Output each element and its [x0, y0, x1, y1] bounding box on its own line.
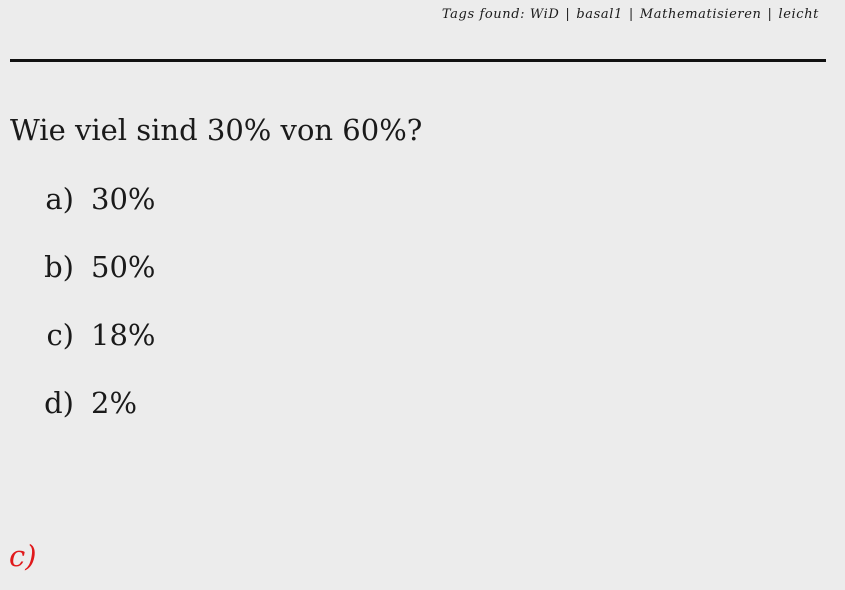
tag-leicht: leicht [778, 7, 819, 22]
answer-options-list: a) 30% b) 50% c) 18% d) 2% [0, 181, 300, 453]
option-value: 18% [91, 318, 156, 352]
tag-separator: | [565, 7, 571, 22]
header-divider [10, 59, 826, 62]
option-letter: a) [45, 182, 74, 216]
tag-separator: | [767, 7, 773, 22]
option-value: 2% [91, 386, 138, 420]
option-c: c) 18% [0, 317, 300, 385]
option-d: d) 2% [0, 385, 300, 453]
tag-wid: WiD [529, 7, 560, 22]
tags-label: Tags found: [441, 7, 526, 22]
correct-answer: c) [9, 539, 37, 573]
option-b: b) 50% [0, 249, 300, 317]
tag-basal1: basal1 [576, 7, 623, 22]
tags-line: Tags found: WiD | basal1 | Mathematisieren | l… [442, 7, 819, 22]
question-text: Wie viel sind 30% von 60%? [10, 113, 423, 147]
tag-mathematisieren: Mathematisieren [639, 7, 762, 22]
option-a: a) 30% [0, 181, 300, 249]
option-value: 50% [91, 250, 156, 284]
tag-separator: | [628, 7, 634, 22]
option-letter: b) [44, 250, 74, 284]
option-letter: d) [44, 386, 74, 420]
option-letter: c) [46, 318, 74, 352]
option-value: 30% [91, 182, 156, 216]
